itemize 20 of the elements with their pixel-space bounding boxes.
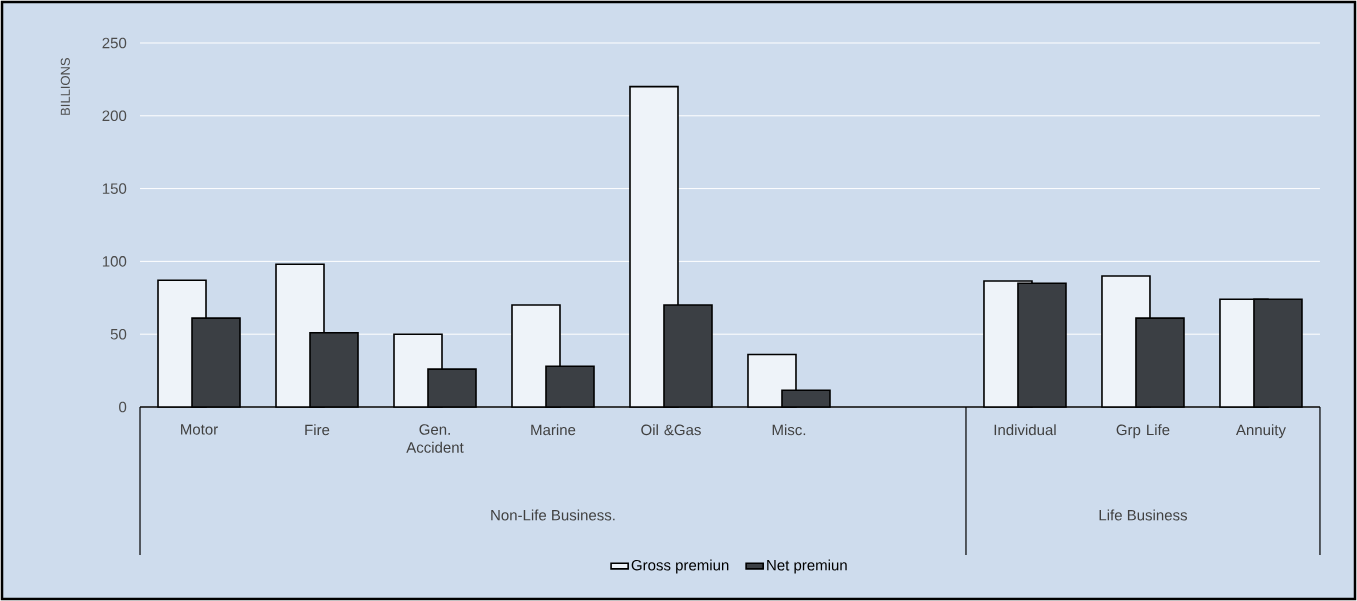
x-tick-label: Annuity [1235, 424, 1286, 439]
legend-label: Gross premiun [631, 559, 729, 574]
x-tick-label: Fire [305, 424, 330, 436]
x-tick-label: Grp Life [1116, 424, 1170, 439]
x-tick-label: Motor [181, 424, 218, 435]
x-tick-label: Misc. [772, 424, 806, 436]
x-tick-label: Oil &Gas [641, 424, 701, 436]
y-tick-label: 100 [102, 256, 127, 267]
x-tick-label: Gen. Accident [406, 424, 464, 453]
y-tick-label: 150 [102, 183, 127, 194]
x-tick-label: Individual [994, 424, 1056, 436]
text: Non-Life Business. [491, 509, 615, 521]
y-axis-title: BILLIONS [60, 58, 70, 115]
text: Life Business [1099, 509, 1187, 521]
x-tick-label: Marine [531, 424, 576, 436]
y-tick-label: 0 [119, 401, 127, 413]
y-tick-label: 200 [102, 110, 127, 122]
y-tick-label: 250 [102, 37, 127, 49]
legend-label: Net premiun [767, 559, 847, 574]
y-tick-label: 50 [110, 328, 127, 340]
